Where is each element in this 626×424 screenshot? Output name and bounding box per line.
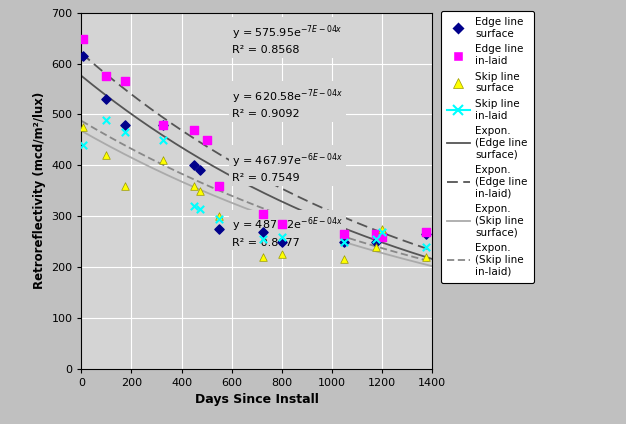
Point	[214, 226, 224, 232]
Point	[377, 226, 387, 232]
Point	[258, 228, 268, 235]
Point	[214, 215, 224, 222]
Point	[277, 238, 287, 245]
Point	[78, 36, 88, 42]
Point	[195, 205, 205, 212]
Point	[120, 129, 130, 136]
Point	[78, 53, 88, 59]
Point	[339, 256, 349, 263]
X-axis label: Days Since Install: Days Since Install	[195, 393, 319, 407]
Point	[158, 121, 168, 128]
Point	[101, 152, 111, 159]
Point	[277, 220, 287, 227]
Point	[421, 254, 431, 260]
Point	[101, 96, 111, 103]
Point	[377, 233, 387, 240]
Point	[120, 182, 130, 189]
Point	[371, 236, 381, 243]
Point	[371, 243, 381, 250]
Point	[189, 126, 199, 133]
Point	[195, 187, 205, 194]
Point	[189, 162, 199, 169]
Legend: Edge line
surface, Edge line
in-laid, Skip line
surface, Skip line
in-laid, Expo: Edge line surface, Edge line in-laid, Sk…	[441, 11, 533, 283]
Point	[78, 124, 88, 131]
Point	[158, 121, 168, 128]
Point	[189, 203, 199, 209]
Point	[158, 157, 168, 164]
Point	[421, 243, 431, 250]
Point	[189, 182, 199, 189]
Point	[158, 137, 168, 143]
Point	[421, 228, 431, 235]
Point	[101, 73, 111, 80]
Point	[339, 231, 349, 237]
Point	[78, 142, 88, 148]
Point	[120, 78, 130, 85]
Point	[371, 231, 381, 237]
Point	[421, 231, 431, 237]
Point	[195, 167, 205, 174]
Point	[120, 121, 130, 128]
Point	[258, 210, 268, 217]
Point	[258, 254, 268, 260]
Point	[371, 238, 381, 245]
Point	[101, 116, 111, 123]
Text: y = 487.62e$^{-6E-04x}$
R² = 0.8877: y = 487.62e$^{-6E-04x}$ R² = 0.8877	[232, 216, 344, 248]
Point	[214, 182, 224, 189]
Point	[339, 238, 349, 245]
Point	[377, 231, 387, 237]
Point	[277, 233, 287, 240]
Point	[339, 238, 349, 245]
Text: y = 575.95e$^{-7E-04x}$
R² = 0.8568: y = 575.95e$^{-7E-04x}$ R² = 0.8568	[232, 23, 343, 55]
Point	[258, 236, 268, 243]
Point	[277, 251, 287, 258]
Y-axis label: Retroreflectivity (mcd/m²/lux): Retroreflectivity (mcd/m²/lux)	[33, 92, 46, 290]
Point	[377, 228, 387, 235]
Text: y = 620.58e$^{-7E-04x}$
R² = 0.9092: y = 620.58e$^{-7E-04x}$ R² = 0.9092	[232, 87, 344, 119]
Text: y = 467.97e$^{-6E-04x}$
R² = 0.7549: y = 467.97e$^{-6E-04x}$ R² = 0.7549	[232, 152, 344, 184]
Point	[202, 137, 212, 143]
Point	[214, 213, 224, 220]
